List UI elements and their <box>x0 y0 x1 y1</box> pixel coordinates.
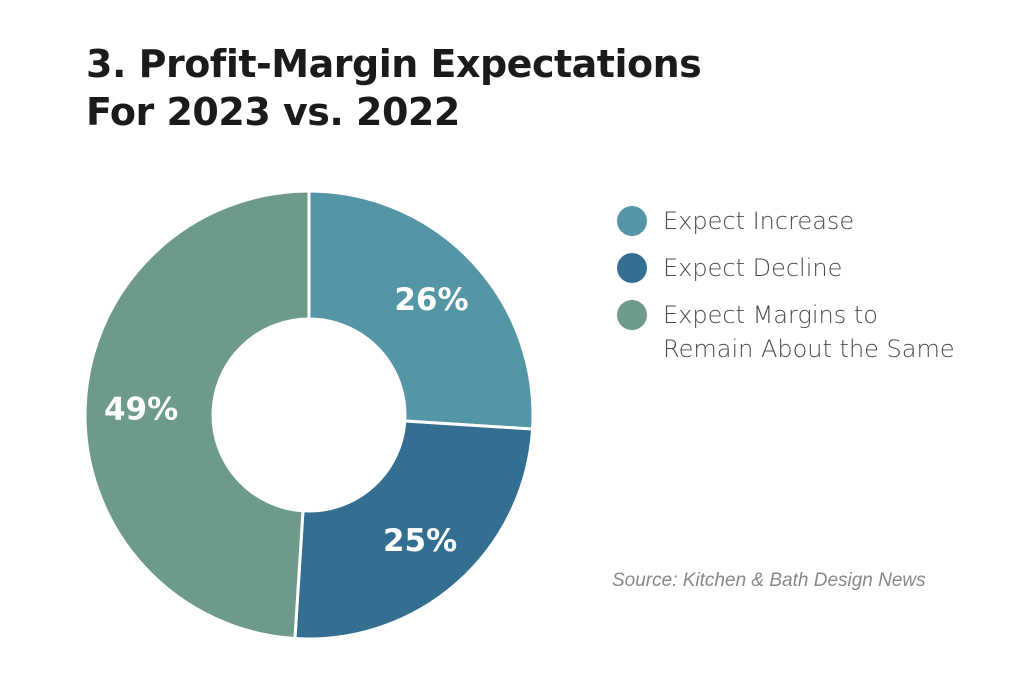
legend-item-remain-same: Expect Margins to Remain About the Same <box>617 298 997 366</box>
slice-remain-same <box>83 189 311 641</box>
slice-label-remain-same: 49% <box>104 392 178 428</box>
legend-label-expect-decline: Expect Decline <box>663 254 843 282</box>
chart-title-line-2: For 2023 vs. 2022 <box>86 90 460 134</box>
donut-labels: 26% 25% 49% <box>104 282 469 559</box>
legend-item-expect-increase: Expect Increase <box>617 204 997 238</box>
legend-swatch-remain-same <box>617 300 647 330</box>
slice-expect-decline <box>293 419 535 641</box>
donut-slices <box>83 189 535 641</box>
chart-title: 3. Profit-Margin Expectations For 2023 v… <box>86 40 702 136</box>
slice-label-expect-decline: 25% <box>383 523 457 559</box>
legend-swatch-expect-decline <box>617 253 647 283</box>
legend-item-expect-decline: Expect Decline <box>617 251 997 285</box>
legend-swatch-expect-increase <box>617 206 647 236</box>
legend-label-remain-same: Expect Margins to Remain About the Same <box>663 301 955 363</box>
slice-label-expect-increase: 26% <box>394 282 468 318</box>
legend: Expect Increase Expect Decline Expect Ma… <box>617 204 997 379</box>
slice-expect-increase <box>307 189 535 431</box>
chart-title-line-1: 3. Profit-Margin Expectations <box>86 42 702 86</box>
legend-label-expect-increase: Expect Increase <box>663 207 855 235</box>
source-note: Source: Kitchen & Bath Design News <box>612 570 926 591</box>
